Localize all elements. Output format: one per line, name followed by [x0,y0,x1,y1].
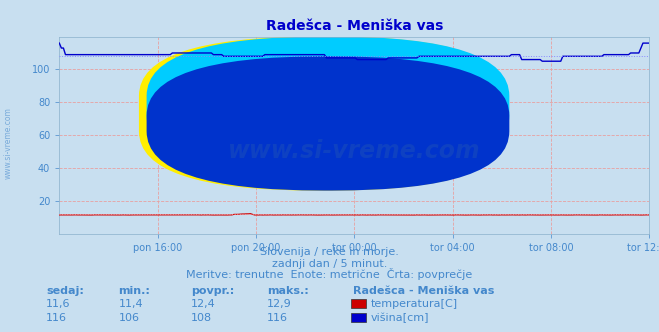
FancyBboxPatch shape [146,56,509,191]
FancyBboxPatch shape [146,37,509,175]
Text: temperatura[C]: temperatura[C] [371,299,458,309]
Text: 108: 108 [191,313,212,323]
Text: zadnji dan / 5 minut.: zadnji dan / 5 minut. [272,259,387,269]
Text: povpr.:: povpr.: [191,286,235,296]
Text: 12,4: 12,4 [191,299,216,309]
Title: Radešca - Meniška vas: Radešca - Meniška vas [266,19,443,33]
Text: Radešca - Meniška vas: Radešca - Meniška vas [353,286,494,296]
Text: www.si-vreme.com: www.si-vreme.com [228,139,480,163]
Text: Slovenija / reke in morje.: Slovenija / reke in morje. [260,247,399,257]
Text: maks.:: maks.: [267,286,308,296]
Text: 106: 106 [119,313,140,323]
Text: 116: 116 [46,313,67,323]
Text: min.:: min.: [119,286,150,296]
Text: 11,6: 11,6 [46,299,71,309]
Text: 116: 116 [267,313,288,323]
Text: www.si-vreme.com: www.si-vreme.com [3,107,13,179]
Text: Meritve: trenutne  Enote: metrične  Črta: povprečje: Meritve: trenutne Enote: metrične Črta: … [186,268,473,280]
Text: 11,4: 11,4 [119,299,143,309]
FancyBboxPatch shape [139,37,507,191]
Text: sedaj:: sedaj: [46,286,84,296]
Text: 12,9: 12,9 [267,299,292,309]
Text: višina[cm]: višina[cm] [371,313,430,323]
